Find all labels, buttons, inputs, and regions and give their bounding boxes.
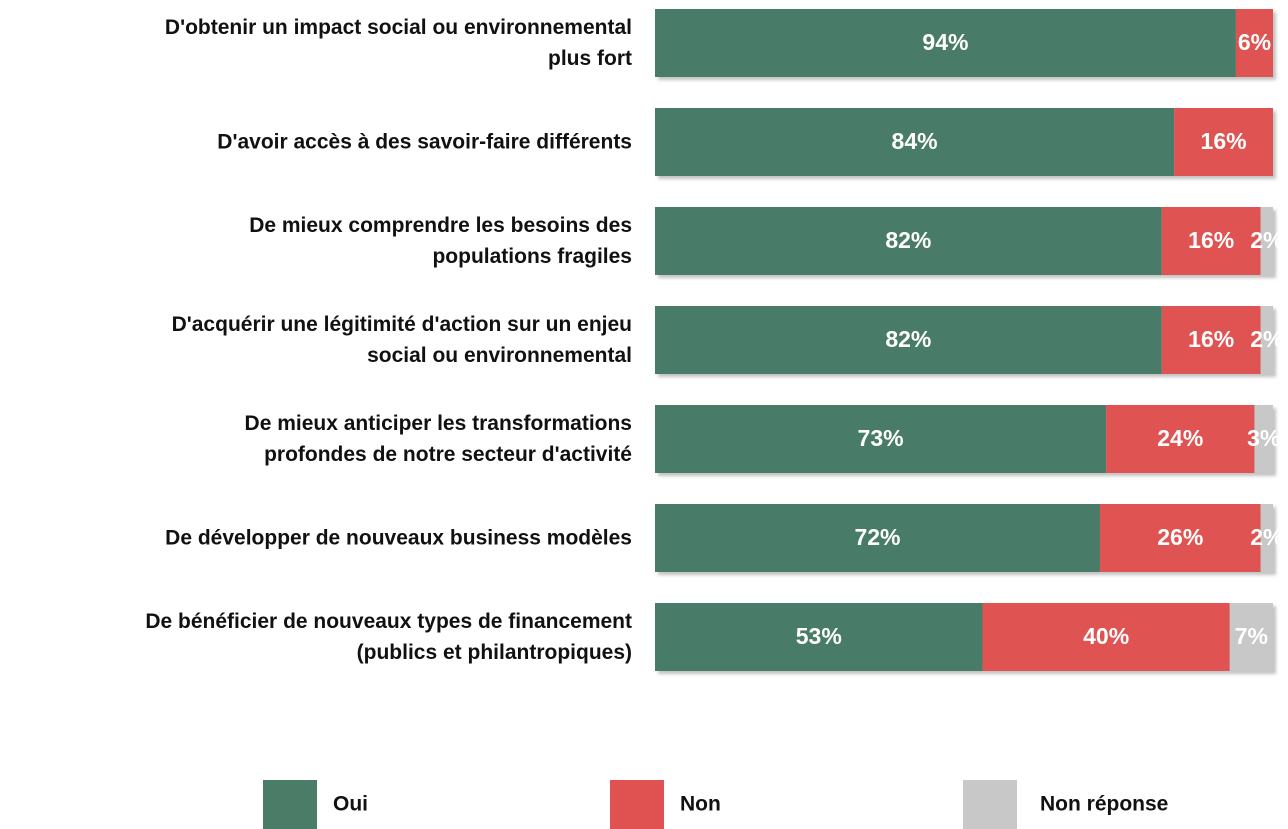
bar-segment bbox=[1235, 9, 1273, 77]
value-label: 40% bbox=[1083, 623, 1129, 649]
bar-segment bbox=[655, 207, 1162, 275]
value-label: 2% bbox=[1250, 326, 1283, 352]
category-label: De mieux comprendre les besoins des popu… bbox=[249, 214, 632, 268]
legend-swatch bbox=[963, 780, 1017, 829]
bar-segment bbox=[1260, 306, 1273, 374]
legend-label: Non réponse bbox=[1040, 793, 1168, 816]
bar-group bbox=[655, 504, 1273, 572]
value-label: 24% bbox=[1157, 425, 1203, 451]
bar-segment bbox=[1260, 504, 1273, 572]
value-label: 94% bbox=[922, 29, 968, 55]
bar-group bbox=[655, 306, 1273, 374]
bar-segment bbox=[655, 9, 1236, 77]
bar-segment bbox=[655, 108, 1175, 176]
bar-segment bbox=[1161, 207, 1261, 275]
bar-segment bbox=[655, 306, 1162, 374]
bar-segment bbox=[655, 603, 983, 671]
bar-segment bbox=[1099, 504, 1261, 572]
legend-swatch bbox=[610, 780, 664, 829]
bar-segment bbox=[982, 603, 1230, 671]
value-label: 16% bbox=[1201, 128, 1247, 154]
category-label: De bénéficier de nouveaux types de finan… bbox=[145, 610, 632, 664]
bar-group bbox=[655, 207, 1273, 275]
bar-segment bbox=[1174, 108, 1273, 176]
bar-group bbox=[655, 603, 1273, 671]
bar-segment bbox=[1161, 306, 1261, 374]
bar-segment bbox=[1260, 207, 1273, 275]
value-label: 82% bbox=[885, 227, 931, 253]
category-label: D'avoir accès à des savoir-faire différe… bbox=[217, 130, 632, 154]
value-label: 2% bbox=[1250, 227, 1283, 253]
legend-label: Oui bbox=[333, 793, 368, 816]
legend-label: Non bbox=[680, 793, 721, 816]
bar-group bbox=[655, 108, 1273, 176]
value-label: 84% bbox=[892, 128, 938, 154]
value-label: 7% bbox=[1235, 623, 1268, 649]
value-label: 6% bbox=[1238, 29, 1271, 55]
bar-segment bbox=[1254, 405, 1273, 473]
value-label: 72% bbox=[854, 524, 900, 550]
category-label: De mieux anticiper les transformations p… bbox=[244, 412, 632, 466]
bar-segment bbox=[655, 504, 1100, 572]
value-label: 82% bbox=[885, 326, 931, 352]
bar-segment bbox=[655, 405, 1107, 473]
value-label: 3% bbox=[1247, 425, 1280, 451]
value-label: 73% bbox=[858, 425, 904, 451]
bar-segment bbox=[1106, 405, 1255, 473]
legend-swatch bbox=[263, 780, 317, 829]
bar-group bbox=[655, 9, 1273, 77]
value-label: 16% bbox=[1188, 326, 1234, 352]
category-label: D'acquérir une légitimité d'action sur u… bbox=[171, 313, 632, 367]
category-label: D'obtenir un impact social ou environnem… bbox=[164, 16, 632, 70]
value-label: 26% bbox=[1157, 524, 1203, 550]
value-label: 16% bbox=[1188, 227, 1234, 253]
value-label: 2% bbox=[1250, 524, 1283, 550]
category-label: De développer de nouveaux business modèl… bbox=[165, 526, 632, 550]
bar-segment bbox=[1229, 603, 1273, 671]
value-label: 53% bbox=[796, 623, 842, 649]
bar-group bbox=[655, 405, 1273, 473]
